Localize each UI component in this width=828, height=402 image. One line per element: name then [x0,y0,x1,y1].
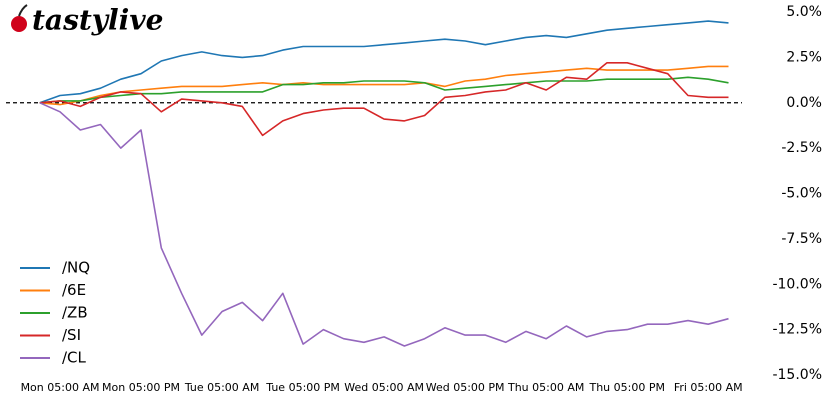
x-tick-label: Tue 05:00 AM [184,381,260,394]
y-tick-label: -7.5% [781,231,822,247]
legend-label: /ZB [62,304,88,322]
legend-label: /SI [62,326,81,344]
y-tick-label: -5.0% [781,186,822,202]
x-tick-label: Thu 05:00 PM [588,381,664,394]
y-tick-label: 2.5% [786,49,822,65]
y-tick-label: -12.5% [772,322,822,338]
logo-icon [11,16,27,32]
legend-label: /NQ [62,259,90,277]
series-line [39,62,729,137]
x-tick-label: Tue 05:00 PM [265,381,340,394]
x-tick-label: Fri 05:00 AM [674,381,743,394]
legend-label: /CL [62,349,87,367]
x-tick-label: Thu 05:00 AM [507,381,584,394]
series-line [39,65,729,106]
y-tick-label: 5.0% [786,4,822,20]
logo: tastylive [32,4,163,37]
y-tick-label: -15.0% [772,367,822,383]
logo-stem [18,4,28,17]
y-tick-label: -10.0% [772,276,822,292]
series-line [39,76,729,104]
x-tick-label: Wed 05:00 PM [426,381,505,394]
series-line [39,20,729,104]
y-tick-label: -2.5% [781,140,822,156]
x-tick-label: Wed 05:00 AM [344,381,424,394]
y-tick-label: 0.0% [786,95,822,111]
x-tick-label: Mon 05:00 AM [21,381,100,394]
x-tick-label: Mon 05:00 PM [102,381,180,394]
legend-label: /6E [62,281,86,299]
series-line [39,102,729,347]
